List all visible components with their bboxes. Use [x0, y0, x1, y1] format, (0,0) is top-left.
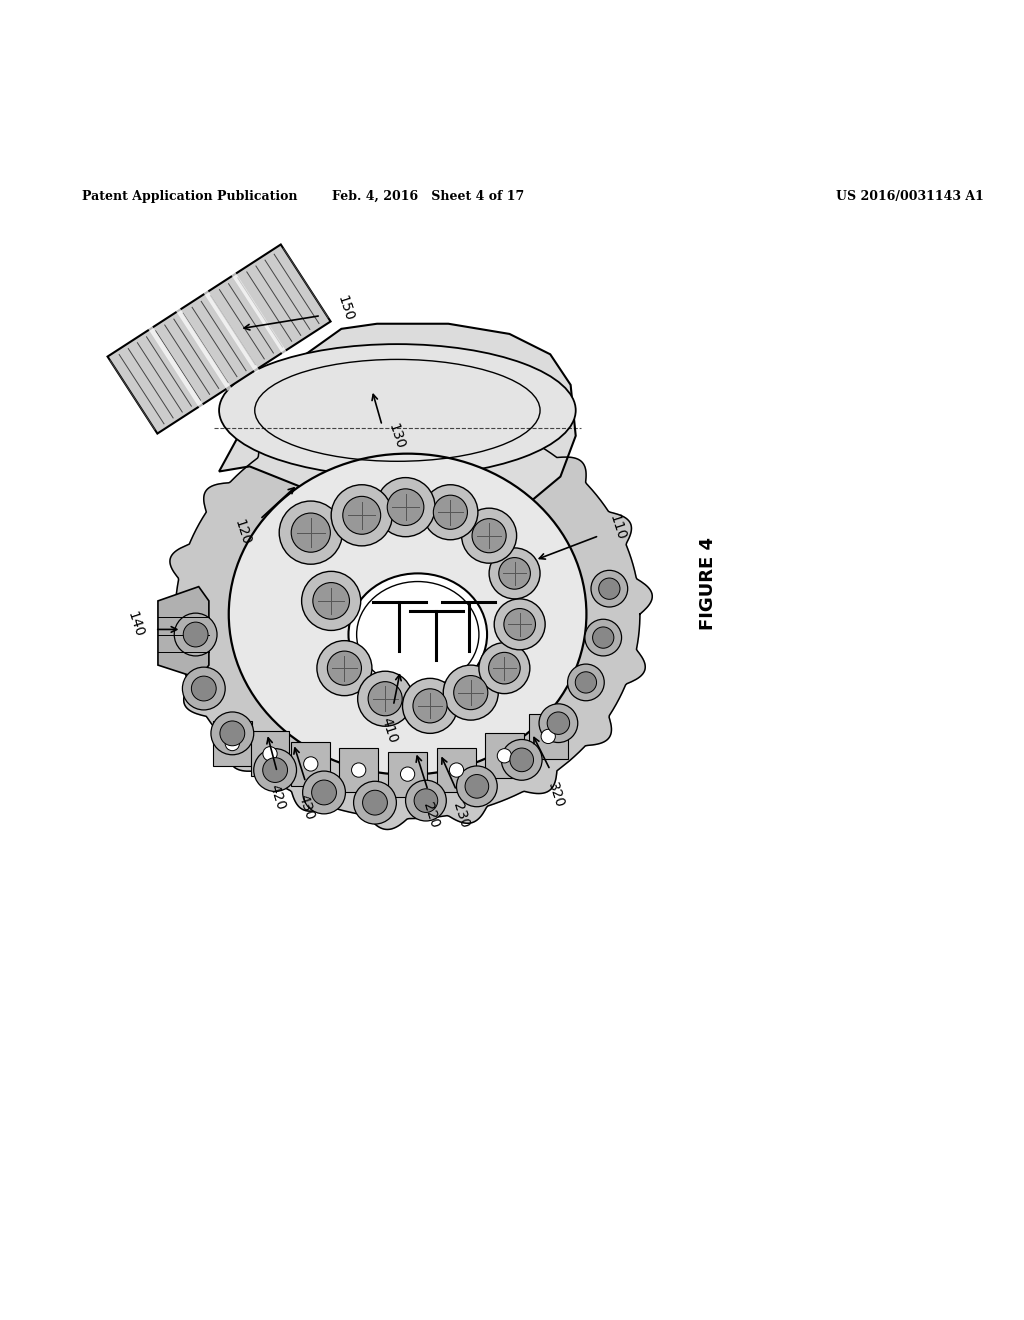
Text: 120: 120 — [231, 517, 253, 548]
Circle shape — [357, 671, 413, 726]
Circle shape — [362, 791, 387, 814]
Circle shape — [376, 478, 435, 537]
Circle shape — [499, 557, 530, 589]
Text: US 2016/0031143 A1: US 2016/0031143 A1 — [836, 190, 983, 203]
Circle shape — [504, 609, 536, 640]
Circle shape — [263, 758, 288, 783]
Circle shape — [254, 748, 297, 792]
Text: 150: 150 — [334, 294, 355, 323]
Ellipse shape — [219, 345, 575, 477]
Circle shape — [454, 676, 487, 710]
Circle shape — [387, 488, 424, 525]
Circle shape — [331, 484, 392, 546]
Text: 230: 230 — [450, 801, 471, 830]
Text: 420: 420 — [266, 783, 288, 812]
Circle shape — [495, 599, 545, 649]
Text: 140: 140 — [124, 610, 145, 639]
Circle shape — [541, 729, 555, 743]
Circle shape — [351, 763, 366, 777]
Circle shape — [465, 775, 488, 799]
Circle shape — [457, 766, 498, 807]
Circle shape — [479, 643, 529, 693]
Circle shape — [311, 780, 337, 805]
Circle shape — [303, 771, 345, 814]
Ellipse shape — [348, 573, 487, 696]
Text: 110: 110 — [606, 512, 628, 543]
Circle shape — [593, 627, 613, 648]
Text: 320: 320 — [545, 780, 566, 809]
Circle shape — [599, 578, 620, 599]
Text: 430: 430 — [295, 792, 316, 822]
Circle shape — [211, 711, 254, 755]
Polygon shape — [158, 586, 209, 678]
Circle shape — [498, 748, 512, 763]
Circle shape — [304, 756, 317, 771]
Bar — [213, 721, 252, 766]
Text: 410: 410 — [379, 715, 400, 746]
Circle shape — [400, 767, 415, 781]
Text: Feb. 4, 2016   Sheet 4 of 17: Feb. 4, 2016 Sheet 4 of 17 — [332, 190, 524, 203]
Text: FIGURE 4: FIGURE 4 — [699, 537, 717, 630]
Circle shape — [182, 667, 225, 710]
Bar — [437, 747, 476, 792]
Circle shape — [316, 640, 372, 696]
Bar — [339, 747, 378, 792]
Circle shape — [472, 519, 506, 553]
Text: Patent Application Publication: Patent Application Publication — [82, 190, 297, 203]
Circle shape — [450, 763, 464, 777]
Circle shape — [225, 737, 240, 751]
Circle shape — [539, 704, 578, 743]
Bar — [251, 731, 290, 776]
Circle shape — [591, 570, 628, 607]
Bar — [485, 734, 523, 779]
Circle shape — [291, 513, 331, 552]
Circle shape — [353, 781, 396, 824]
Circle shape — [328, 651, 361, 685]
Circle shape — [402, 678, 458, 734]
Text: 130: 130 — [385, 421, 407, 450]
Bar — [388, 751, 427, 796]
Circle shape — [567, 664, 604, 701]
Circle shape — [263, 747, 278, 760]
Circle shape — [575, 672, 597, 693]
Circle shape — [368, 681, 402, 715]
Circle shape — [413, 689, 447, 723]
Circle shape — [423, 484, 478, 540]
Circle shape — [406, 780, 446, 821]
Circle shape — [502, 739, 542, 780]
Circle shape — [302, 572, 360, 631]
Circle shape — [462, 508, 517, 564]
Polygon shape — [219, 323, 575, 517]
Circle shape — [174, 612, 217, 656]
Circle shape — [489, 548, 540, 599]
Circle shape — [191, 676, 216, 701]
Circle shape — [414, 789, 437, 812]
Text: 220: 220 — [420, 801, 441, 830]
Circle shape — [510, 748, 534, 772]
Circle shape — [280, 502, 342, 564]
Circle shape — [220, 721, 245, 746]
Polygon shape — [108, 244, 331, 433]
Circle shape — [343, 496, 381, 535]
Circle shape — [443, 665, 499, 721]
Circle shape — [433, 495, 467, 529]
Circle shape — [183, 622, 208, 647]
Bar — [528, 714, 567, 759]
Circle shape — [488, 652, 520, 684]
Ellipse shape — [228, 454, 587, 775]
Bar — [292, 742, 330, 787]
Circle shape — [585, 619, 622, 656]
Circle shape — [313, 582, 349, 619]
Polygon shape — [163, 399, 652, 829]
Circle shape — [547, 711, 569, 734]
